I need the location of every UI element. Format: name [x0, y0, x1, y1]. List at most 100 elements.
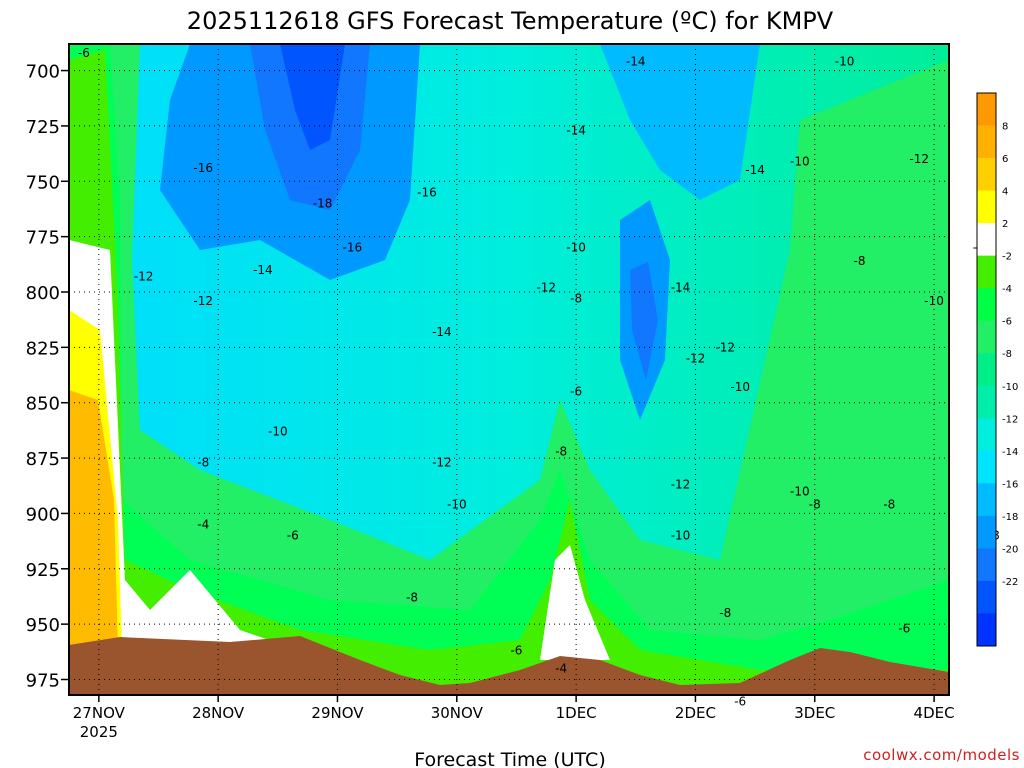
contour-label: -12: [193, 294, 213, 308]
y-tick-label: 775: [26, 228, 60, 249]
y-tick-label: 975: [26, 671, 60, 692]
contour-label: -6: [510, 644, 522, 658]
cold-region-east: [600, 44, 760, 200]
colorbar-swatch: [977, 125, 996, 159]
y-tick-label: 900: [26, 504, 60, 525]
contour-label: -10: [835, 55, 855, 69]
colorbar-label: -6: [1002, 317, 1012, 328]
colorbar-swatch: [977, 190, 996, 224]
contour-label: -12: [536, 281, 556, 295]
contour-label: -12: [432, 456, 452, 470]
plot-frame: [68, 43, 950, 696]
y-tick-label: 950: [26, 615, 60, 636]
contour-label: -8: [854, 254, 866, 268]
contour-label: -10: [447, 498, 467, 512]
x-axis-label: Forecast Time (UTC): [414, 749, 605, 768]
chart-title: 2025112618 GFS Forecast Temperature (ºC)…: [187, 7, 834, 35]
x-tick-label: 27NOV: [73, 704, 126, 722]
y-tick-label: 725: [26, 117, 60, 138]
x-tick-label: 28NOV: [192, 704, 245, 722]
colorbar-label: -4: [1002, 284, 1012, 295]
contour-label: -8: [197, 456, 209, 470]
contour-label: -16: [343, 241, 363, 255]
colorbar-swatch: [977, 158, 996, 192]
colorbar-swatch: [977, 418, 996, 452]
contour-label: -14: [566, 123, 586, 137]
colorbar-label: -8: [1002, 349, 1012, 360]
colorbar-swatch: [977, 483, 996, 517]
contour-label: -12: [686, 351, 706, 365]
contour-label: -6: [570, 385, 582, 399]
colorbar-swatch: [977, 288, 996, 322]
contour-label: -4: [197, 518, 209, 532]
colorbar-swatch: [977, 353, 996, 387]
x-tick-label: 1DEC: [556, 704, 597, 722]
contour-label: -14: [253, 263, 273, 277]
contour-label: -8: [570, 292, 582, 306]
y-tick-label: 850: [26, 394, 60, 415]
colorbar-label: -10: [1002, 382, 1018, 393]
contour-label: -12: [909, 152, 929, 166]
colorbar-label: -2: [1002, 252, 1012, 263]
colorbar-label: -20: [1002, 544, 1018, 555]
contour-label: -6: [898, 622, 910, 636]
contour-label: -8: [809, 498, 821, 512]
warm-layer-region: [69, 44, 949, 695]
contour-label: -8: [719, 606, 731, 620]
colorbar-swatch: [977, 385, 996, 419]
colorbar-swatch: [977, 580, 996, 614]
colorbar-label: -12: [1002, 414, 1018, 425]
y-tick-label: 925: [26, 560, 60, 581]
colorbar-frame: [976, 92, 997, 647]
colorbar: 8 6 4 2 -2 -4 -6 -8 -10 -12 -14 -16 -18 -20 -22: [976, 92, 1018, 647]
contour-label: -14: [626, 55, 646, 69]
y-tick-label: 750: [26, 172, 60, 193]
credit-text: coolwx.com/models: [863, 746, 1020, 764]
y-tick-label: 875: [26, 449, 60, 470]
x-tick-label: 3DEC: [794, 704, 835, 722]
colorbar-swatch: [977, 450, 996, 484]
contour-label: -8: [883, 498, 895, 512]
plot-area: [69, 44, 949, 695]
x-tick-label: 4DEC: [914, 704, 955, 722]
colorbar-label: -22: [1002, 577, 1018, 588]
x-tick-label: 30NOV: [431, 704, 484, 722]
colorbar-label: -14: [1002, 447, 1018, 458]
contour-label: -16: [193, 161, 213, 175]
colorbar-swatch: [977, 223, 996, 257]
y-tick-label: 700: [26, 62, 60, 83]
contour-label: -10: [671, 529, 691, 543]
contour-label: -10: [790, 154, 810, 168]
contour-label: -6: [734, 695, 746, 709]
colorbar-swatch: [977, 255, 996, 289]
colorbar-label: 2: [1002, 219, 1008, 230]
cold-pocket-16: [630, 262, 658, 380]
contour-label: -10: [924, 294, 944, 308]
colorbar-swatch: [977, 548, 996, 582]
contour-label: -4: [555, 661, 567, 675]
colorbar-swatch: [977, 93, 996, 127]
colorbar-swatch: [977, 320, 996, 354]
contour-label: -12: [671, 478, 691, 492]
gridlines: [69, 44, 949, 695]
contour-label: -18: [313, 196, 333, 210]
colorbar-label: 6: [1002, 154, 1008, 165]
colorbar-swatch: [977, 613, 996, 647]
colorbar-label: 4: [1002, 187, 1008, 198]
contour-label: -10: [790, 484, 810, 498]
contour-label: -6: [287, 529, 299, 543]
contour-label: -16: [417, 185, 437, 199]
contour-label: -10: [730, 380, 750, 394]
colorbar-swatch: [977, 515, 996, 549]
colorbar-label: 8: [1002, 122, 1008, 133]
y-tick-label: 825: [26, 338, 60, 359]
contour-label: -12: [134, 270, 154, 284]
terrain: [69, 636, 949, 695]
x-tick-label: 29NOV: [311, 704, 364, 722]
y-axis: 700 725 750 775 800 825 850 875 900 925 950 975: [26, 62, 69, 692]
x-tick-label: 2DEC: [675, 704, 716, 722]
contour-label: -8: [555, 444, 567, 458]
contour-label: -8: [406, 591, 418, 605]
